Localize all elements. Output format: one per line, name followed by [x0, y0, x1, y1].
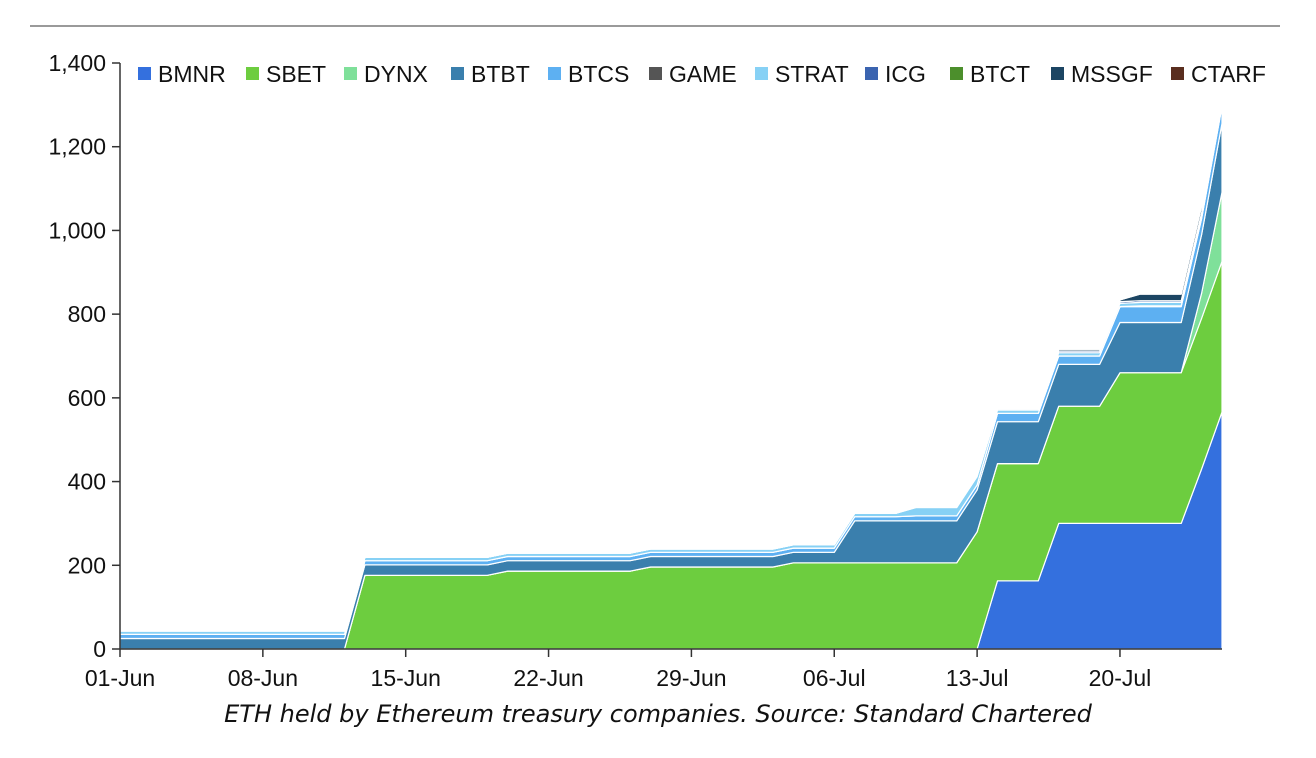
- y-tick-label: 600: [68, 385, 106, 411]
- axes-group: 0 200 400 600 800 1,000 1,200 1,400 01-Jun 08-Jun…: [48, 50, 1222, 691]
- legend-swatch-btbt: [451, 67, 464, 80]
- y-tick-label: 800: [68, 301, 106, 327]
- legend-swatch-game: [649, 67, 662, 80]
- legend-label-strat: STRAT: [775, 61, 849, 87]
- y-tick-label: 200: [68, 552, 106, 578]
- area-ctarf: [119, 92, 1223, 632]
- legend-label-mssgf: MSSGF: [1071, 61, 1153, 87]
- area-series-group: [119, 92, 1223, 650]
- x-tick-label: 22-Jun: [513, 665, 583, 691]
- x-tick-label: 13-Jul: [946, 665, 1009, 691]
- stacked-area-chart: 0 200 400 600 800 1,000 1,200 1,400 01-Jun 08-Jun…: [30, 25, 1280, 691]
- x-tick-label: 20-Jul: [1089, 665, 1152, 691]
- legend-label-dynx: DYNX: [364, 61, 428, 87]
- y-tick-label: 1,400: [48, 50, 106, 76]
- legend-label-btct: BTCT: [970, 61, 1030, 87]
- legend-swatch-sbet: [246, 67, 259, 80]
- x-tick-label: 06-Jul: [803, 665, 866, 691]
- y-tick-label: 0: [93, 636, 106, 662]
- legend-swatch-strat: [755, 67, 768, 80]
- legend-swatch-mssgf: [1051, 67, 1064, 80]
- legend-label-ctarf: CTARF: [1191, 61, 1266, 87]
- legend-label-btcs: BTCS: [568, 61, 629, 87]
- chart: 0 200 400 600 800 1,000 1,200 1,400 01-Jun 08-Jun…: [30, 25, 1280, 691]
- x-tick-label: 29-Jun: [656, 665, 726, 691]
- legend-label-btbt: BTBT: [471, 61, 530, 87]
- y-tick-label: 1,000: [48, 217, 106, 243]
- legend-swatch-icg: [865, 67, 878, 80]
- legend-swatch-btcs: [548, 67, 561, 80]
- legend-label-game: GAME: [669, 61, 737, 87]
- legend-swatch-dynx: [344, 67, 357, 80]
- y-tick-label: 1,200: [48, 134, 106, 160]
- legend-swatch-btct: [950, 67, 963, 80]
- x-tick-label: 01-Jun: [85, 665, 155, 691]
- legend-swatch-ctarf: [1171, 67, 1184, 80]
- chart-caption: ETH held by Ethereum treasury companies.…: [224, 700, 1092, 728]
- legend-label-bmnr: BMNR: [158, 61, 226, 87]
- legend-label-sbet: SBET: [266, 61, 326, 87]
- x-tick-label: 15-Jun: [371, 665, 441, 691]
- legend-label-icg: ICG: [885, 61, 926, 87]
- y-tick-label: 400: [68, 469, 106, 495]
- x-tick-label: 08-Jun: [228, 665, 298, 691]
- legend: BMNR SBET DYNX BTBT BTCS GAME STRAT ICG BTCT MSSG…: [138, 61, 1266, 87]
- legend-swatch-bmnr: [138, 67, 151, 80]
